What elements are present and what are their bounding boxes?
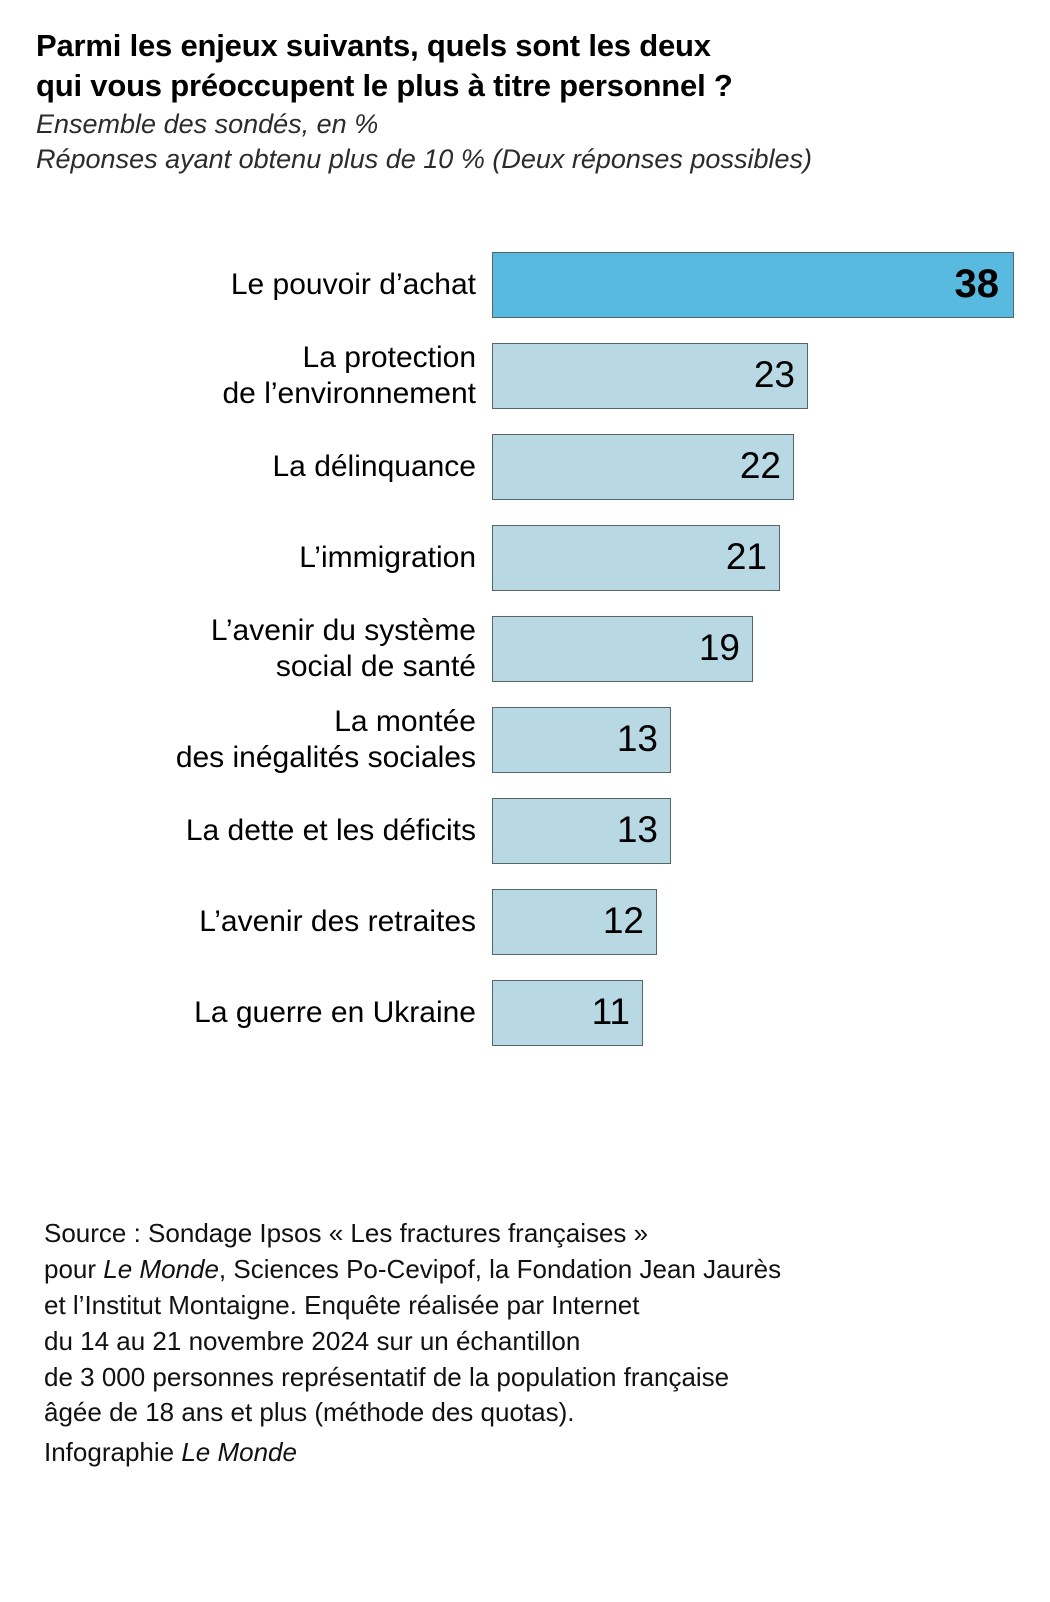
bar-row: La montée des inégalités sociales 13 <box>36 705 1014 774</box>
source-line-2-prefix: pour <box>44 1253 104 1284</box>
bar-value-label: 11 <box>591 991 630 1033</box>
credit-line: Infographie Le Monde <box>44 1435 1024 1471</box>
bar: 19 <box>492 615 753 682</box>
bar: 23 <box>492 342 808 409</box>
bar: 13 <box>492 797 671 864</box>
source-line-2-suffix: , Sciences Po-Cevipof, la Fondation Jean… <box>218 1253 782 1284</box>
bar: 38 <box>492 251 1014 318</box>
source-line-3: et l’Institut Montaigne. Enquête réalisé… <box>44 1289 640 1320</box>
bar: 22 <box>492 433 794 500</box>
bar-value-label: 22 <box>739 445 781 487</box>
bar-chart-plot-area: Le pouvoir d’achat 38 La protection de l’e… <box>36 251 1014 1072</box>
bar-category-label: La guerre en Ukraine <box>194 995 476 1029</box>
bar: 11 <box>492 979 643 1046</box>
source-line-2: pour Le Monde, Sciences Po-Cevipof, la F… <box>44 1252 1024 1288</box>
bar-value-label: 12 <box>602 900 644 942</box>
source-line-4: du 14 au 21 novembre 2024 sur un échanti… <box>44 1325 581 1356</box>
bar-row: Le pouvoir d’achat 38 <box>36 251 1014 318</box>
bar-category-label: Le pouvoir d’achat <box>230 267 476 301</box>
source-line-5: de 3 000 personnes représentatif de la p… <box>44 1361 730 1392</box>
bar-category-label: L’avenir des retraites <box>199 904 476 938</box>
bar-row: La dette et les déficits 13 <box>36 797 1014 864</box>
bar-row: La délinquance 22 <box>36 433 1014 500</box>
bar: 21 <box>492 524 780 591</box>
bar-value-label: 23 <box>753 354 795 396</box>
bar-track: 21 <box>492 524 1014 591</box>
bar-track: 22 <box>492 433 1014 500</box>
bar-row: L’avenir du système social de santé 19 <box>36 614 1014 683</box>
page-title: Parmi les enjeux suivants, quels sont le… <box>36 28 733 103</box>
bar-row: L’immigration 21 <box>36 524 1014 591</box>
bar-value-label: 21 <box>725 536 767 578</box>
bar-track: 11 <box>492 979 1014 1046</box>
bar-category-label: La montée des inégalités sociales <box>175 705 476 774</box>
bar-track: 23 <box>492 342 1014 409</box>
bar: 12 <box>492 888 657 955</box>
chart-header: Parmi les enjeux suivants, quels sont le… <box>36 0 1014 178</box>
chart-subtitle: Ensemble des sondés, en % <box>36 109 379 140</box>
bar-track: 13 <box>492 797 1014 864</box>
bar-category-label: La délinquance <box>272 449 476 483</box>
bar-category-label: L’immigration <box>299 540 476 574</box>
bar-track: 38 <box>492 251 1014 318</box>
bar-row: La protection de l’environnement 23 <box>36 341 1014 410</box>
bar-track: 19 <box>492 615 1014 682</box>
bar-value-label: 13 <box>616 718 658 760</box>
credit-le-monde-italic: Le Monde <box>181 1437 297 1468</box>
source-le-monde-italic: Le Monde <box>103 1253 219 1284</box>
bar-value-label: 19 <box>698 627 740 669</box>
bar-row: L’avenir des retraites 12 <box>36 888 1014 955</box>
bar-track: 12 <box>492 888 1014 955</box>
bar-value-label: 13 <box>616 809 658 851</box>
chart-subtitle-note: Réponses ayant obtenu plus de 10 % (Deux… <box>36 144 812 175</box>
source-line-1: Source : Sondage Ipsos « Les fractures f… <box>44 1218 649 1248</box>
bar-row: La guerre en Ukraine 11 <box>36 979 1014 1046</box>
credit-prefix: Infographie <box>44 1437 182 1468</box>
bar: 13 <box>492 706 671 773</box>
bar-category-label: La dette et les déficits <box>185 813 476 847</box>
bar-category-label: La protection de l’environnement <box>222 341 477 410</box>
bar-track: 13 <box>492 706 1014 773</box>
chart-footnote: Source : Sondage Ipsos « Les fractures f… <box>44 1216 1024 1471</box>
bar-value-label: 38 <box>954 261 1000 306</box>
source-line-6: âgée de 18 ans et plus (méthode des quot… <box>44 1397 575 1428</box>
bar-category-label: L’avenir du système social de santé <box>210 614 476 683</box>
